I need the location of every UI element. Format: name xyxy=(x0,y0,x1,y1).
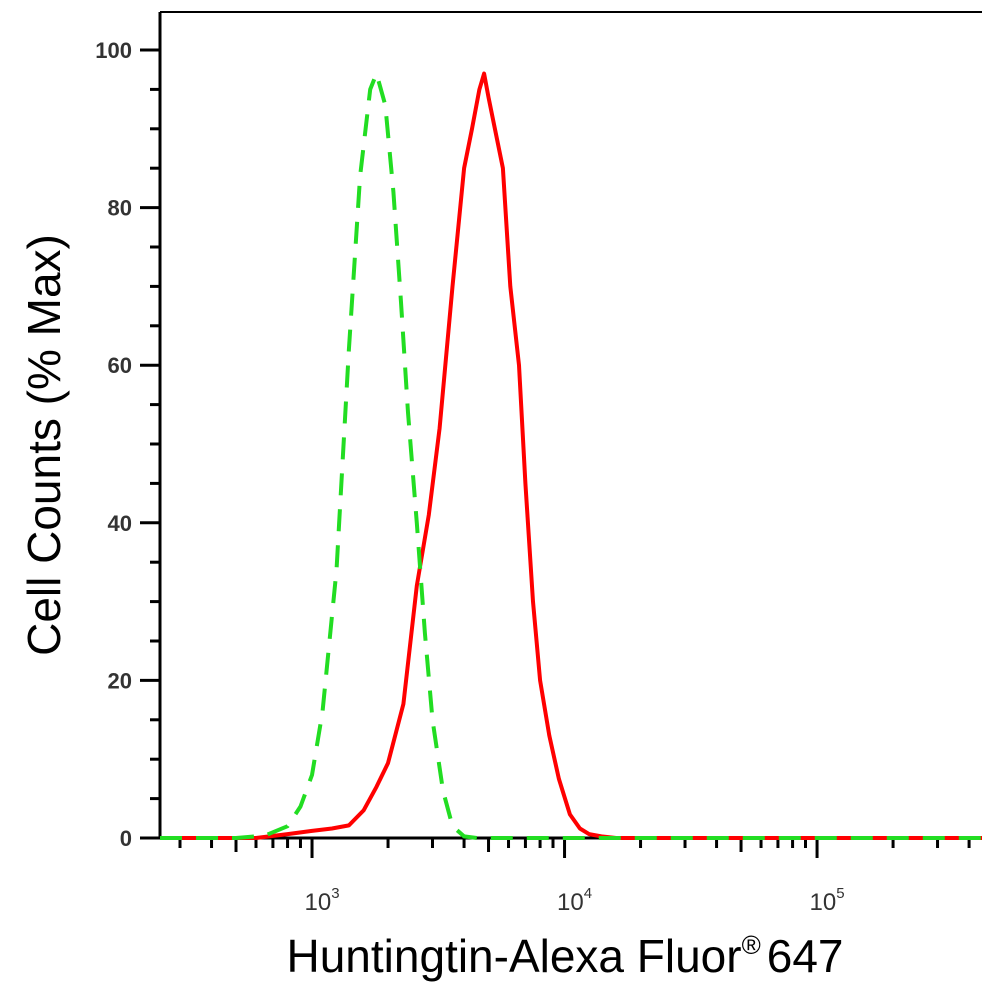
y-tick-label: 60 xyxy=(108,353,132,378)
data-series xyxy=(160,71,982,840)
x-tick-label: 104 xyxy=(557,885,592,916)
tick-marks xyxy=(140,48,971,858)
y-tick-label: 40 xyxy=(108,511,132,536)
tick-labels: 0 20 40 60 80 100 103 104 105 xyxy=(95,38,844,916)
huntingtin-histogram-line xyxy=(160,71,982,840)
x-axis-title: Huntingtin-Alexa Fluor® 647 xyxy=(286,930,843,982)
x-axis-title-main: Huntingtin-Alexa Fluor xyxy=(286,930,741,982)
registered-mark: ® xyxy=(742,930,761,960)
axes xyxy=(158,11,982,840)
y-tick-label: 100 xyxy=(95,38,132,63)
y-tick-label: 20 xyxy=(108,668,132,693)
x-tick-label: 103 xyxy=(305,885,340,916)
y-tick-label: 80 xyxy=(108,196,132,221)
x-axis-title-suffix: 647 xyxy=(767,930,844,982)
y-tick-label: 0 xyxy=(120,826,132,851)
isotype-control-line xyxy=(160,71,982,840)
x-tick-label: 105 xyxy=(810,885,845,916)
y-axis-title: Cell Counts (% Max) xyxy=(18,234,70,656)
